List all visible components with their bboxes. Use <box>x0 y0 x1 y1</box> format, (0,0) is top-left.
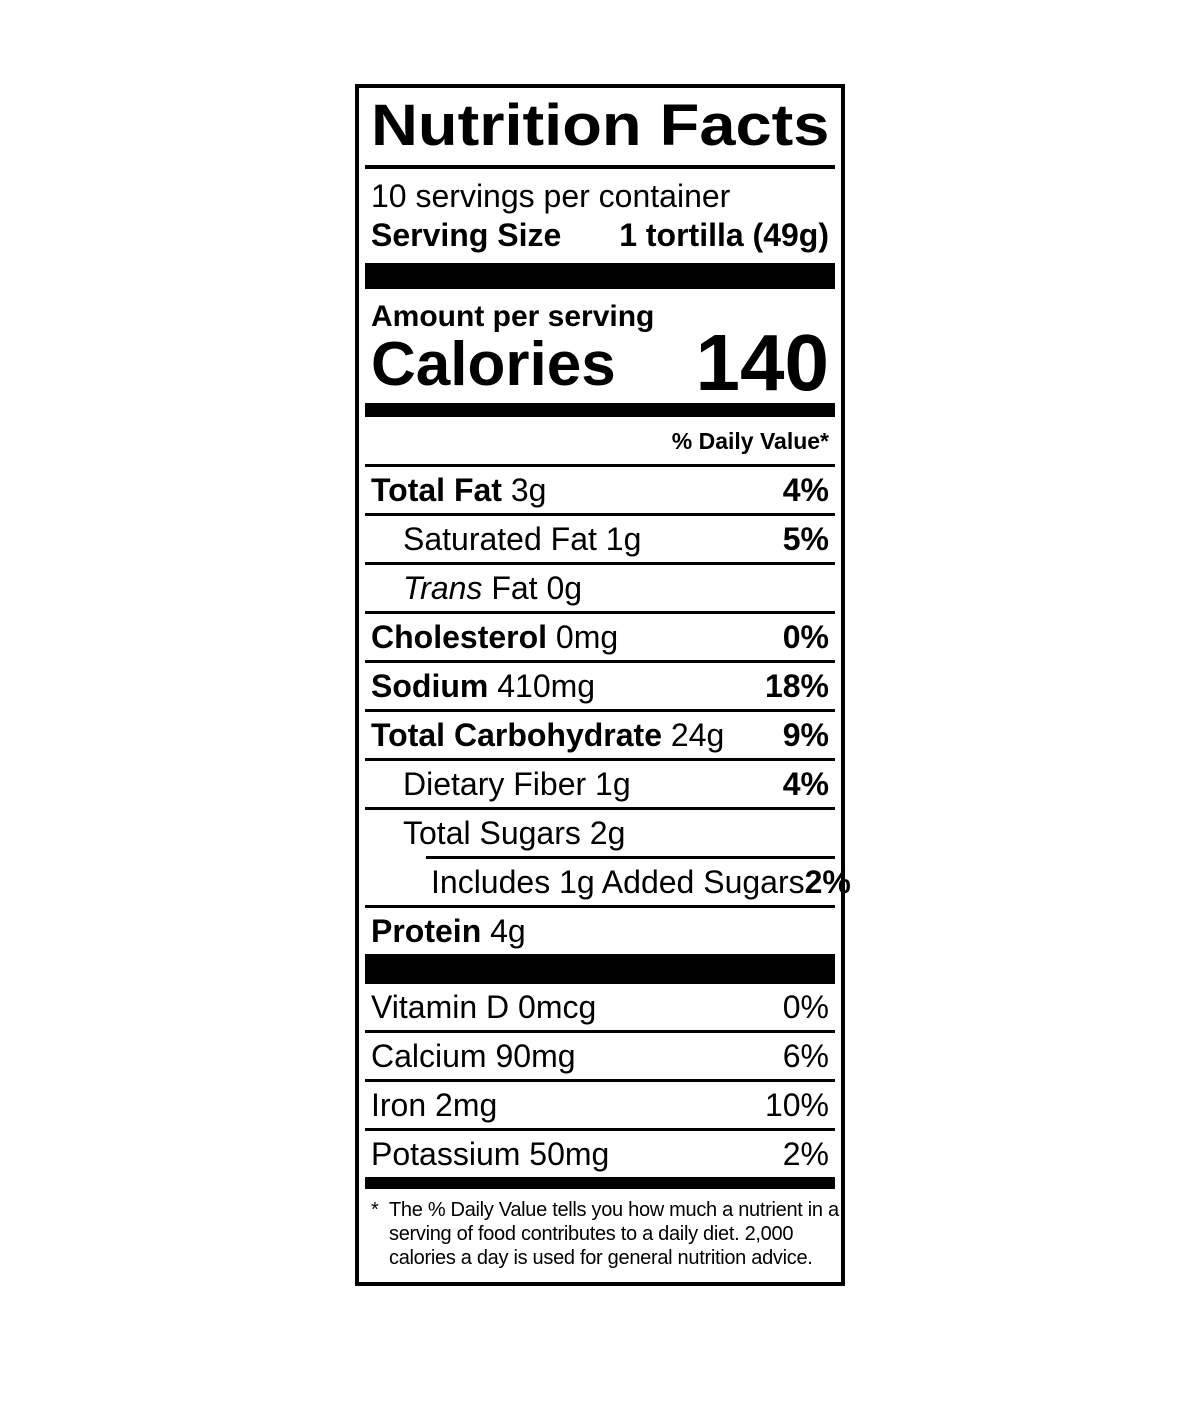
serving-section-divider-bar <box>365 262 835 289</box>
row-separator <box>365 757 835 761</box>
label-title: Nutrition Facts <box>371 90 829 165</box>
row-separator <box>365 1078 835 1082</box>
protein-section-divider-bar <box>365 953 835 984</box>
footnote-line: calories a day is used for general nutri… <box>389 1246 813 1269</box>
row-separator <box>426 855 835 859</box>
daily-value-percent: 4% <box>782 471 829 508</box>
row-separator <box>365 512 835 516</box>
daily-value-percent: 6% <box>782 1037 829 1074</box>
footnote-asterisk: * <box>371 1198 379 1221</box>
nutrient-name: Trans Fat 0g <box>403 569 583 606</box>
nutrient-name: Total Carbohydrate 24g <box>371 716 725 753</box>
vitamin-row: Vitamin D 0mcg 0% <box>371 984 829 1030</box>
nutrient-name: Total Fat 3g <box>371 471 547 508</box>
nutrient-name: Cholesterol 0mg <box>371 618 619 655</box>
row-separator <box>365 806 835 810</box>
calories-divider-bar <box>365 402 835 417</box>
serving-size-label: Serving Size <box>371 216 562 253</box>
row-separator <box>365 708 835 712</box>
daily-value-percent: 0% <box>782 618 829 655</box>
nutrient-row: Total Sugars 2g <box>371 810 829 856</box>
servings-per-container: 10 servings per container <box>371 177 731 214</box>
vitamin-row: Iron 2mg 10% <box>371 1082 829 1128</box>
nutrient-rows: Total Fat 3g 4% Saturated Fat 1g 5% Trans Fa… <box>365 467 851 954</box>
row-separator <box>365 610 835 614</box>
nutrient-name: Includes 1g Added Sugars <box>431 863 805 900</box>
calories-value: 140 <box>695 317 829 407</box>
serving-size-row: Serving Size 1 tortilla (49g) <box>371 215 829 263</box>
nutrient-name: Sodium 410mg <box>371 667 596 704</box>
row-separator <box>365 561 835 565</box>
nutrient-row: Total Carbohydrate 24g 9% <box>371 712 829 758</box>
daily-value-rule <box>365 463 835 467</box>
title-rule <box>365 164 835 169</box>
row-separator <box>365 1127 835 1131</box>
footnote-line: The % Daily Value tells you how much a n… <box>389 1198 839 1221</box>
nutrient-name: Potassium 50mg <box>371 1135 610 1172</box>
nutrient-name: Saturated Fat 1g <box>403 520 642 557</box>
nutrient-name: Calcium 90mg <box>371 1037 576 1074</box>
footnote: * The % Daily Value tells you how much a… <box>371 1189 839 1274</box>
nutrient-row: Dietary Fiber 1g 4% <box>371 761 829 807</box>
footnote-line: serving of food contributes to a daily d… <box>389 1222 794 1245</box>
vitamin-row: Calcium 90mg 6% <box>371 1033 829 1079</box>
row-separator <box>365 1029 835 1033</box>
serving-size-value: 1 tortilla (49g) <box>619 216 829 253</box>
daily-value-percent: 2% <box>782 1135 829 1172</box>
nutrient-name: Total Sugars 2g <box>403 814 626 851</box>
nutrient-name: Dietary Fiber 1g <box>403 765 631 802</box>
vitamin-rows: Vitamin D 0mcg 0% Calcium 90mg 6% Iron 2mg 10… <box>365 984 835 1177</box>
daily-value-percent: 2% <box>804 863 851 900</box>
daily-value-percent: 18% <box>764 667 829 704</box>
row-separator <box>365 659 835 663</box>
amount-per-serving-label: Amount per serving <box>371 299 655 333</box>
daily-value-percent: 0% <box>782 988 829 1025</box>
calories-label: Calories <box>371 329 616 399</box>
nutrient-row: Sodium 410mg 18% <box>371 663 829 709</box>
daily-value-percent: 10% <box>764 1086 829 1123</box>
nutrient-row: Total Fat 3g 4% <box>371 467 829 513</box>
footnote-text: The % Daily Value tells you how much a n… <box>389 1198 839 1270</box>
nutrient-row: Saturated Fat 1g 5% <box>371 516 829 562</box>
row-separator <box>365 904 835 908</box>
label-title-text: Nutrition Facts <box>371 93 830 158</box>
nutrition-facts-label: Nutrition Facts 10 servings per containe… <box>355 84 851 1286</box>
nutrient-row: Trans Fat 0g <box>371 565 829 611</box>
nutrient-name: Vitamin D 0mcg <box>371 988 597 1025</box>
vitamins-divider-bar <box>365 1176 835 1189</box>
calories-row: Calories 140 <box>371 317 829 407</box>
daily-value-percent: 4% <box>782 765 829 802</box>
nutrient-row: Protein 4g <box>371 908 829 954</box>
nutrient-row: Includes 1g Added Sugars 2% <box>371 859 851 905</box>
nutrient-row: Cholesterol 0mg 0% <box>371 614 829 660</box>
daily-value-header: % Daily Value* <box>671 427 829 454</box>
vitamin-row: Potassium 50mg 2% <box>371 1131 829 1177</box>
daily-value-percent: 9% <box>782 716 829 753</box>
daily-value-percent: 5% <box>782 520 829 557</box>
nutrient-name: Protein 4g <box>371 912 526 949</box>
nutrient-name: Iron 2mg <box>371 1086 498 1123</box>
